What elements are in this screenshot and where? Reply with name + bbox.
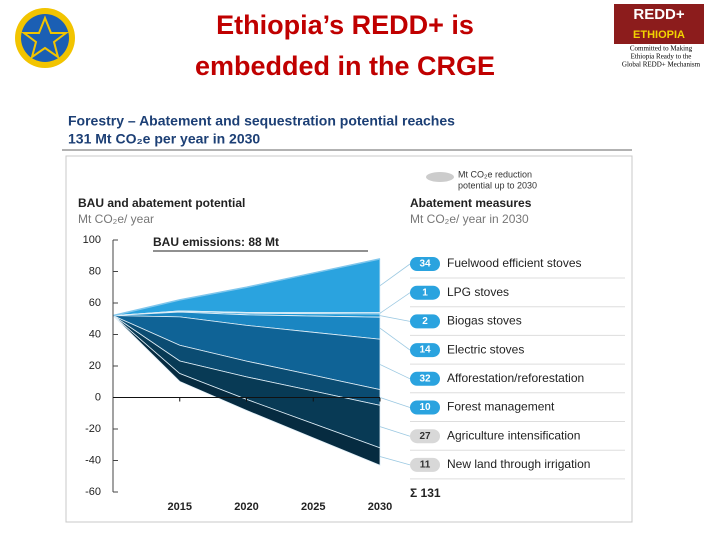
measure-name: Electric stoves bbox=[447, 342, 524, 356]
connector bbox=[379, 364, 411, 380]
measure-name: Afforestation/reforestation bbox=[447, 371, 584, 385]
y-tick-label: -20 bbox=[85, 423, 101, 435]
legend-swatch bbox=[426, 172, 454, 182]
bau-line bbox=[112, 258, 381, 317]
value-badge bbox=[410, 257, 440, 271]
legend-label: potential up to 2030 bbox=[458, 180, 537, 190]
measure-name: Biogas stoves bbox=[447, 314, 522, 328]
y-tick-label: 20 bbox=[89, 360, 101, 372]
slide-title: embedded in the CRGE bbox=[195, 51, 495, 81]
measure-name: Fuelwood efficient stoves bbox=[447, 256, 582, 270]
total-label: Σ 131 bbox=[410, 486, 441, 500]
value-label: 14 bbox=[419, 345, 431, 356]
value-badge bbox=[410, 343, 440, 358]
value-label: 34 bbox=[419, 259, 431, 270]
bau-annotation: BAU emissions: 88 Mt bbox=[153, 235, 279, 249]
y-tick-label: 0 bbox=[95, 391, 101, 403]
connector bbox=[379, 315, 411, 322]
measure-name: New land through irrigation bbox=[447, 457, 590, 471]
y-tick-label: 60 bbox=[89, 297, 101, 309]
value-label: 1 bbox=[422, 287, 428, 298]
value-badge bbox=[410, 457, 440, 472]
value-label: 11 bbox=[420, 460, 431, 471]
chart-title: 131 Mt CO₂e per year in 2030 bbox=[68, 131, 260, 147]
value-label: 10 bbox=[419, 402, 431, 413]
measure-name: Forest management bbox=[447, 400, 555, 414]
panel-unit: Mt CO₂e/ year bbox=[78, 212, 154, 226]
connector bbox=[379, 327, 411, 351]
value-label: 27 bbox=[419, 431, 431, 442]
logo-tagline: Committed to Making bbox=[630, 45, 693, 53]
logo-text: REDD+ bbox=[633, 6, 685, 23]
logo-text: ETHIOPIA bbox=[633, 29, 685, 41]
logo-tagline: Global REDD+ Mechanism bbox=[622, 61, 701, 69]
y-tick-label: 40 bbox=[89, 328, 101, 340]
connector bbox=[379, 426, 411, 437]
redd-logo: REDD+ ETHIOPIA Committed to Making Ethio… bbox=[614, 4, 704, 69]
legend-label: Mt CO₂e reduction bbox=[458, 169, 532, 179]
emblem bbox=[15, 8, 75, 68]
y-tick-label: 100 bbox=[83, 234, 101, 246]
slide-title: Ethiopia’s REDD+ is bbox=[216, 10, 474, 40]
value-label: 2 bbox=[422, 316, 428, 327]
x-tick-label: 2020 bbox=[234, 501, 258, 513]
value-badge bbox=[410, 371, 440, 386]
value-label: 32 bbox=[419, 373, 431, 384]
y-tick-label: 80 bbox=[89, 265, 101, 277]
connector bbox=[379, 456, 411, 466]
y-tick-label: -60 bbox=[85, 486, 101, 498]
measure-name: Agriculture intensification bbox=[447, 428, 580, 442]
x-tick-label: 2015 bbox=[168, 501, 192, 513]
chart-title: Forestry – Abatement and sequestration p… bbox=[68, 113, 455, 129]
panel-heading: Abatement measures bbox=[410, 196, 532, 210]
x-tick-label: 2030 bbox=[368, 501, 392, 513]
value-badge bbox=[410, 400, 440, 415]
connector bbox=[379, 397, 411, 408]
x-tick-label: 2025 bbox=[301, 501, 325, 513]
logo-tagline: Ethiopia Ready to the bbox=[631, 53, 692, 61]
panel-unit: Mt CO₂e/ year in 2030 bbox=[410, 212, 529, 226]
connector bbox=[379, 263, 411, 286]
value-badge bbox=[410, 314, 440, 329]
panel-heading: BAU and abatement potential bbox=[78, 196, 245, 210]
value-badge bbox=[410, 285, 440, 300]
y-tick-label: -40 bbox=[85, 454, 101, 466]
measure-name: LPG stoves bbox=[447, 285, 509, 299]
value-badge bbox=[410, 429, 440, 444]
connector bbox=[379, 292, 411, 314]
